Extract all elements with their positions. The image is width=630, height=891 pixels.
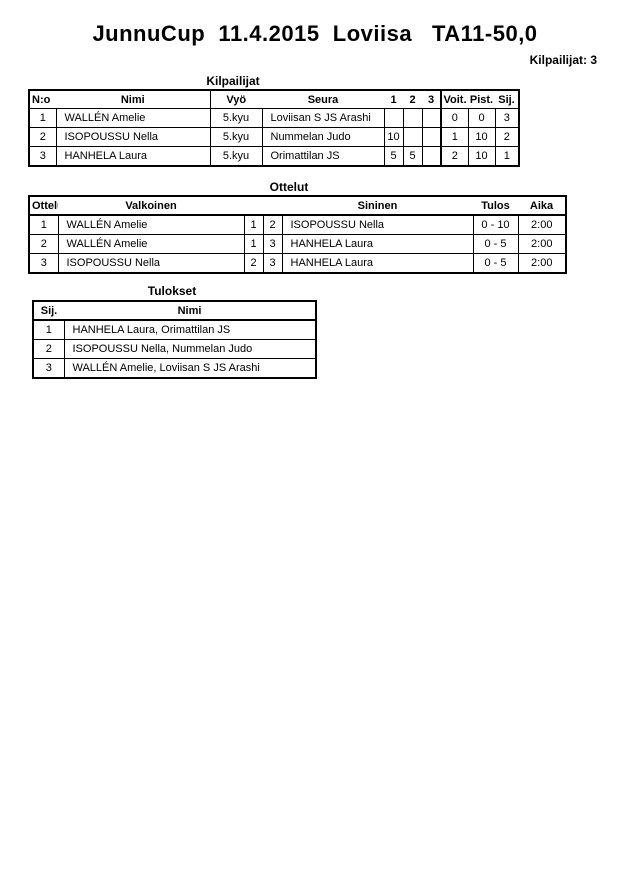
page-title: JunnuCup 11.4.2015 Loviisa TA11-50,0	[92, 21, 538, 46]
cell-aika: 2:00	[517, 234, 567, 254]
match-row: 1 WALLÉN Amelie 1 2 ISOPOUSSU Nella 0 - …	[28, 214, 567, 235]
cell-white-no: 1	[243, 214, 264, 235]
cell-tulos: 0 - 5	[472, 253, 519, 274]
col-header-seura: Seura	[262, 90, 384, 109]
cell-sij: 2	[32, 339, 65, 359]
cell-vyo: 5.kyu	[209, 127, 263, 147]
col-header-pist: Pist.	[468, 90, 495, 109]
cell-sij: 3	[32, 358, 65, 379]
col-header-sij: Sij.	[495, 90, 519, 109]
tulokset-table: Sij. Nimi 1 HANHELA Laura, Orimattilan J…	[32, 300, 317, 379]
col-header-nimi: Nimi	[56, 90, 210, 109]
cell-aika: 2:00	[517, 214, 567, 235]
cell-seura: Nummelan Judo	[261, 127, 385, 147]
cell-seura: Loviisan S JS Arashi	[261, 108, 385, 128]
cell-white-name: ISOPOUSSU Nella	[57, 253, 245, 274]
cell-round1: 5	[383, 146, 404, 167]
tulokset-header-row: Sij. Nimi	[33, 301, 316, 321]
result-row: 3 WALLÉN Amelie, Loviisan S JS Arashi	[32, 358, 317, 379]
match-row: 3 ISOPOUSSU Nella 2 3 HANHELA Laura 0 - …	[28, 253, 567, 274]
cell-no: 3	[28, 146, 57, 167]
cell-blue-no: 3	[262, 253, 283, 274]
cell-match-no: 1	[28, 214, 59, 235]
cell-nimi: ISOPOUSSU Nella	[55, 127, 211, 147]
cell-tulos: 0 - 10	[472, 214, 519, 235]
cell-tulos: 0 - 5	[472, 234, 519, 254]
ottelut-header-row: Ottelu Valkoinen Sininen Tulos Aika	[29, 196, 566, 216]
cell-blue-name: ISOPOUSSU Nella	[281, 214, 474, 235]
cell-vyo: 5.kyu	[209, 108, 263, 128]
cell-blue-no: 3	[262, 234, 283, 254]
cell-pist: 10	[467, 127, 496, 147]
col-header-tulos: Tulos	[473, 196, 518, 216]
kilpailijat-table: N:o Nimi Vyö Seura 1 2 3 Voit. Pist. Sij…	[28, 89, 520, 167]
cell-round1	[383, 108, 404, 128]
cell-blue-name: HANHELA Laura	[281, 253, 474, 274]
col-header-ottelu: Ottelu	[29, 196, 58, 216]
cell-pist: 0	[467, 108, 496, 128]
competitor-row: 1 WALLÉN Amelie 5.kyu Loviisan S JS Aras…	[28, 108, 520, 128]
col-header-round3: 3	[422, 90, 441, 109]
col-header-round1: 1	[384, 90, 403, 109]
competitor-row: 2 ISOPOUSSU Nella 5.kyu Nummelan Judo 10…	[28, 127, 520, 147]
cell-sij: 1	[494, 146, 520, 167]
cell-sij: 3	[494, 108, 520, 128]
col-header-sininen: Sininen	[282, 196, 473, 216]
section-title-kilpailijat: Kilpailijat	[206, 74, 260, 88]
col-header-nimi: Nimi	[64, 301, 316, 321]
competitors-count-label: Kilpailijat: 3	[529, 53, 597, 67]
cell-voit: 2	[440, 146, 469, 167]
cell-voit: 1	[440, 127, 469, 147]
ottelut-table: Ottelu Valkoinen Sininen Tulos Aika 1 WA…	[28, 195, 567, 274]
competitor-row: 3 HANHELA Laura 5.kyu Orimattilan JS 5 5…	[28, 146, 520, 167]
cell-blue-name: HANHELA Laura	[281, 234, 474, 254]
cell-no: 1	[28, 108, 57, 128]
cell-round3	[421, 108, 442, 128]
cell-nimi: ISOPOUSSU Nella, Nummelan Judo	[63, 339, 317, 359]
cell-nimi: HANHELA Laura	[55, 146, 211, 167]
col-header-white-no	[244, 196, 263, 216]
kilpailijat-header-row: N:o Nimi Vyö Seura 1 2 3 Voit. Pist. Sij…	[29, 90, 519, 109]
section-title-tulokset: Tulokset	[147, 284, 197, 298]
result-row: 2 ISOPOUSSU Nella, Nummelan Judo	[32, 339, 317, 359]
cell-white-name: WALLÉN Amelie	[57, 214, 245, 235]
col-header-round2: 2	[403, 90, 422, 109]
cell-round2: 5	[402, 146, 423, 167]
col-header-sij: Sij.	[33, 301, 64, 321]
cell-nimi: HANHELA Laura, Orimattilan JS	[63, 319, 317, 340]
col-header-vyo: Vyö	[209, 90, 262, 109]
col-header-voit: Voit.	[440, 90, 468, 109]
cell-round1: 10	[383, 127, 404, 147]
col-header-valkoinen: Valkoinen	[58, 196, 244, 216]
cell-seura: Orimattilan JS	[261, 146, 385, 167]
result-row: 1 HANHELA Laura, Orimattilan JS	[32, 319, 317, 340]
cell-aika: 2:00	[517, 253, 567, 274]
cell-white-name: WALLÉN Amelie	[57, 234, 245, 254]
cell-nimi: WALLÉN Amelie	[55, 108, 211, 128]
section-title-ottelut: Ottelut	[269, 180, 309, 194]
cell-match-no: 2	[28, 234, 59, 254]
cell-sij: 2	[494, 127, 520, 147]
cell-round2	[402, 127, 423, 147]
cell-vyo: 5.kyu	[209, 146, 263, 167]
cell-no: 2	[28, 127, 57, 147]
cell-round3	[421, 127, 442, 147]
cell-white-no: 2	[243, 253, 264, 274]
col-header-no: N:o	[29, 90, 56, 109]
cell-sij: 1	[32, 319, 65, 340]
cell-round2	[402, 108, 423, 128]
cell-voit: 0	[440, 108, 469, 128]
cell-round3	[421, 146, 442, 167]
col-header-aika: Aika	[518, 196, 566, 216]
cell-white-no: 1	[243, 234, 264, 254]
match-row: 2 WALLÉN Amelie 1 3 HANHELA Laura 0 - 5 …	[28, 234, 567, 254]
cell-pist: 10	[467, 146, 496, 167]
cell-match-no: 3	[28, 253, 59, 274]
col-header-blue-no	[263, 196, 282, 216]
cell-nimi: WALLÉN Amelie, Loviisan S JS Arashi	[63, 358, 317, 379]
cell-blue-no: 2	[262, 214, 283, 235]
